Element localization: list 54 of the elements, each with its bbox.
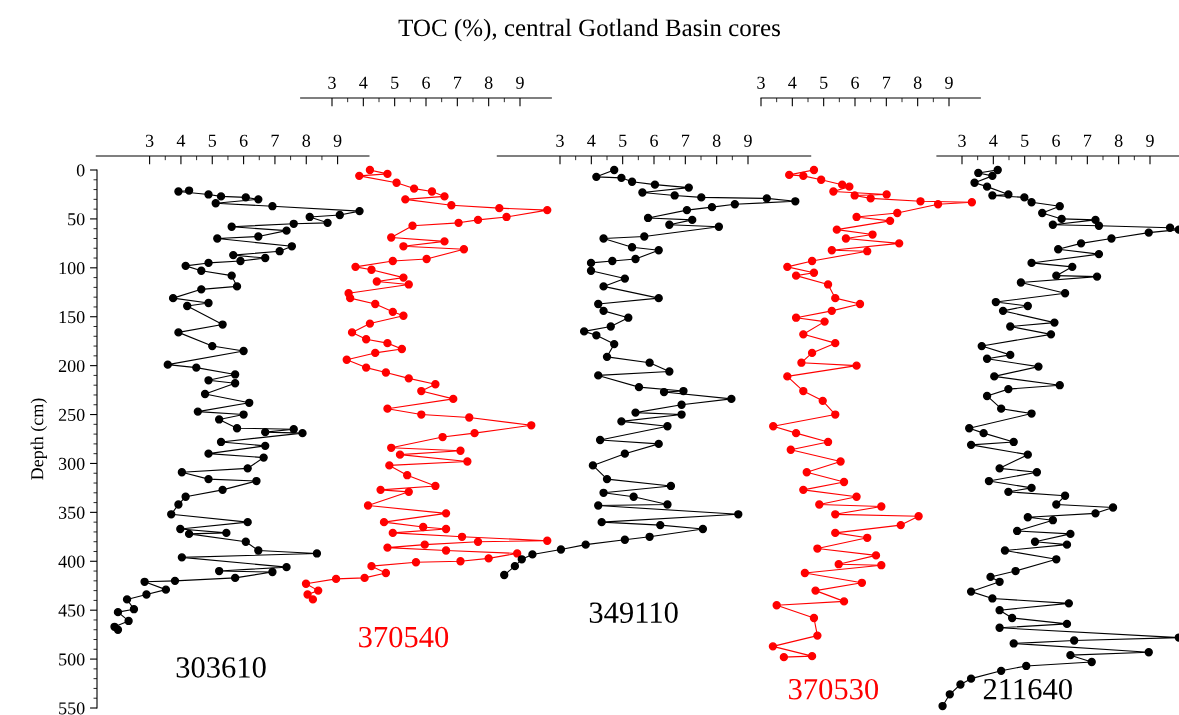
y-axis-title: Depth (cm) bbox=[30, 398, 47, 480]
x-tick-label: 5 bbox=[208, 134, 217, 147]
x-tick-label: 7 bbox=[883, 76, 891, 89]
x-tick-label: 7 bbox=[271, 134, 279, 147]
x-tick-label: 9 bbox=[333, 134, 342, 147]
x-tick-label: 3 bbox=[556, 134, 564, 147]
series-label: 211640 bbox=[983, 678, 1072, 700]
y-tick-label: 500 bbox=[59, 653, 85, 666]
x-tick-label: 3 bbox=[328, 76, 336, 89]
x-tick-label: 7 bbox=[682, 134, 690, 147]
x-tick-label: 4 bbox=[788, 76, 797, 89]
x-tick-label: 5 bbox=[391, 76, 399, 89]
series-label: 370530 bbox=[789, 678, 879, 700]
x-tick-label: 7 bbox=[454, 76, 462, 89]
y-tick-label: 0 bbox=[76, 164, 85, 177]
series-label: 349110 bbox=[589, 602, 678, 623]
x-tick-label: 6 bbox=[650, 134, 658, 147]
x-tick-label: 9 bbox=[1146, 134, 1154, 147]
x-tick-label: 5 bbox=[619, 134, 627, 147]
x-tick-label: 8 bbox=[1114, 134, 1123, 147]
y-tick-label: 100 bbox=[59, 262, 85, 275]
x-tick-label: 5 bbox=[820, 76, 828, 89]
series-label: 303610 bbox=[176, 657, 266, 678]
x-tick-label: 6 bbox=[851, 76, 859, 89]
x-tick-label: 4 bbox=[176, 134, 186, 147]
y-tick-label: 250 bbox=[58, 408, 85, 421]
x-tick-label: 4 bbox=[587, 134, 596, 147]
x-tick-label: 4 bbox=[359, 76, 368, 89]
x-tick-label: 8 bbox=[302, 134, 311, 147]
x-tick-label: 8 bbox=[484, 76, 493, 89]
y-tick-label: 350 bbox=[58, 506, 85, 519]
x-tick-label: 6 bbox=[1052, 134, 1060, 147]
x-tick-label: 3 bbox=[958, 134, 966, 147]
series-label: 370540 bbox=[359, 626, 449, 648]
x-tick-label: 3 bbox=[757, 76, 765, 89]
y-tick-label: 200 bbox=[58, 359, 85, 373]
x-tick-label: 9 bbox=[516, 76, 524, 89]
y-tick-label: 550 bbox=[59, 702, 85, 715]
x-tick-label: 8 bbox=[712, 134, 721, 147]
x-tick-label: 8 bbox=[913, 76, 922, 89]
x-tick-label: 9 bbox=[744, 134, 752, 147]
y-tick-label: 400 bbox=[58, 555, 85, 568]
chart-title: TOC (%), central Gotland Basin cores bbox=[398, 18, 780, 42]
x-tick-label: 3 bbox=[145, 134, 154, 147]
y-tick-label: 300 bbox=[58, 457, 85, 470]
y-tick-label: 450 bbox=[58, 604, 85, 617]
y-tick-label: 150 bbox=[59, 310, 85, 324]
x-tick-label: 5 bbox=[1021, 134, 1029, 147]
x-tick-label: 9 bbox=[945, 76, 953, 89]
x-tick-label: 4 bbox=[989, 134, 998, 147]
x-tick-label: 7 bbox=[1084, 134, 1092, 147]
x-tick-label: 6 bbox=[239, 134, 248, 147]
x-tick-label: 6 bbox=[422, 76, 430, 89]
y-tick-label: 50 bbox=[68, 213, 85, 226]
